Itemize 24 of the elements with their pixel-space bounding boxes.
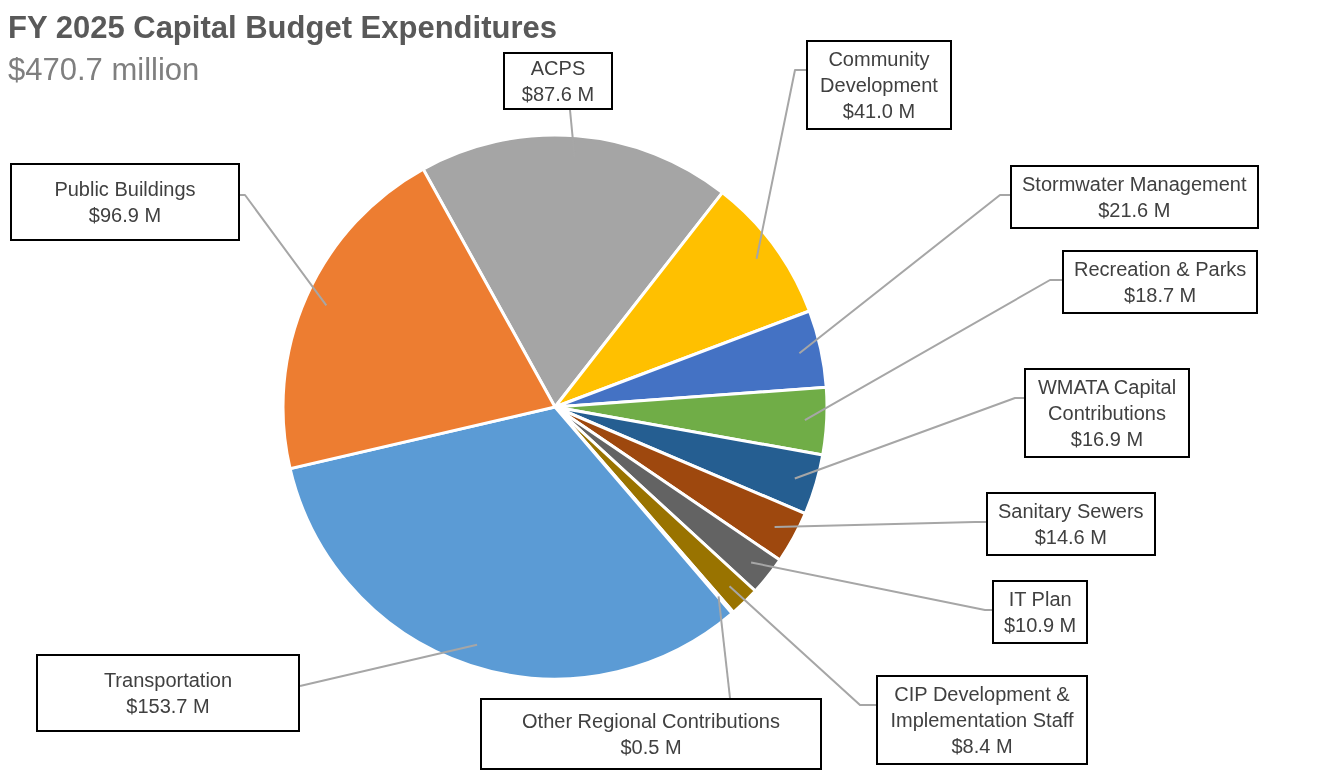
chart-subtitle: $470.7 million [8,52,200,88]
slice-label: Community Development [819,47,939,98]
slice-label: Transportation [103,668,233,693]
data-label: $153.7 M [126,694,210,719]
slice-label: Recreation & Parks [1074,257,1247,282]
slice-label: Public Buildings [54,177,196,202]
data-label: $10.9 M [1004,613,1077,638]
slice-label: WMATA Capital Contributions [1036,375,1178,426]
chart-title: FY 2025 Capital Budget Expenditures [8,10,557,46]
data-label: $87.6 M [521,82,595,107]
slice-label: Stormwater Management [1022,172,1247,197]
data-label: $96.9 M [88,203,162,228]
data-label: $18.7 M [1124,283,1197,308]
slice-label: Sanitary Sewers [998,499,1144,524]
slice-label: ACPS [530,56,586,81]
data-label: $14.6 M [1034,525,1107,550]
data-label: $41.0 M [842,99,916,124]
data-label: $8.4 M [951,734,1013,759]
data-label: $21.6 M [1098,198,1171,223]
slice-label: Other Regional Contributions [522,709,780,734]
slice-label: IT Plan [1008,587,1072,612]
slice-label: CIP Development & Implementation Staff [889,682,1075,733]
data-label: $16.9 M [1070,427,1144,452]
data-label: $0.5 M [620,735,682,760]
